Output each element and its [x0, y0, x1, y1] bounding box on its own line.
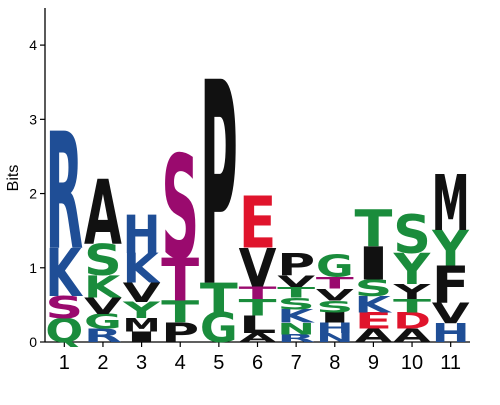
x-tick-label: 9	[368, 352, 379, 374]
logo-letter: E	[354, 308, 392, 334]
logo-letter: T	[239, 283, 277, 303]
logo-letter: A	[393, 325, 431, 346]
logo-letter: K	[84, 270, 122, 306]
logo-letter: T	[354, 199, 393, 258]
x-tick-label: 6	[252, 352, 263, 374]
logo-letter: R	[45, 100, 83, 287]
logo-letter: M	[432, 160, 470, 249]
logo-letter: S	[316, 298, 354, 317]
logo-letter: S	[84, 237, 122, 286]
logo-letter: G	[84, 310, 122, 333]
position-stack-5: GTP	[200, 24, 238, 352]
logo-letter: P	[161, 318, 199, 349]
logo-letter: K	[45, 236, 83, 312]
logo-letter: T	[161, 246, 199, 315]
x-tick-label: 8	[329, 352, 340, 374]
logo-letter: I	[123, 329, 161, 345]
logo-letter: S	[354, 275, 392, 301]
x-tick-label: 1	[59, 352, 70, 374]
logo-letter: D	[393, 309, 431, 335]
logo-letter: Y	[122, 298, 161, 324]
logo-letter: K	[277, 306, 315, 327]
logo-letter: T	[393, 295, 431, 316]
x-axis: 1 2 3 4 5 6 7 8 9 10 11	[45, 341, 470, 374]
logo-letter: V	[432, 298, 470, 331]
logo-letter: T	[277, 284, 315, 301]
logo-letter: Y	[393, 246, 432, 295]
y-tick-label: 0	[29, 334, 37, 350]
logo-letter: S	[161, 126, 199, 292]
logo-letter: V	[123, 278, 162, 308]
logo-letter: V	[84, 293, 123, 319]
logo-letter: H	[123, 204, 161, 266]
y-tick-label: 3	[29, 111, 37, 127]
logo-letter: T	[161, 294, 199, 330]
logo-letter: Q	[45, 313, 83, 351]
logo-letter: G	[200, 306, 238, 353]
x-tick-label: 3	[136, 352, 147, 374]
logo-letter: E	[239, 183, 277, 266]
logo-letter: L	[239, 311, 277, 339]
logo-letter: I	[354, 237, 392, 290]
logo-letter: A	[84, 162, 122, 266]
logo-letter: H	[432, 318, 470, 348]
logo-letter: T	[239, 295, 277, 321]
x-tick-label: 5	[213, 352, 224, 374]
x-tick-label: 7	[291, 352, 302, 374]
logo-letter: P	[200, 24, 238, 349]
logo-letter: P	[277, 248, 315, 283]
logo-letter: K	[123, 245, 161, 292]
logo-letter: R	[84, 325, 122, 346]
logo-letter: T	[200, 276, 238, 323]
x-tick-label: 2	[97, 352, 108, 374]
y-tick-label: 4	[29, 37, 37, 53]
logo-letter: S	[277, 295, 315, 314]
logo-letter: I	[316, 310, 354, 326]
logo-letter: K	[354, 292, 392, 318]
logo-letter: R	[277, 333, 315, 345]
logo-letter: Y	[431, 220, 470, 277]
logo-letter: N	[277, 320, 315, 339]
logo-letter: Y	[392, 280, 431, 304]
logo-letter: G	[316, 249, 354, 284]
y-axis: 0 1 2 3 4	[29, 8, 46, 350]
logo-letter: S	[45, 291, 83, 326]
x-tick-label: 4	[175, 352, 186, 374]
logo-letter: V	[277, 272, 316, 291]
logo-letter: A	[354, 325, 392, 346]
y-axis-label: Bits	[5, 165, 22, 192]
logo-letter: H	[316, 320, 354, 337]
logo-letter: A	[239, 331, 277, 345]
x-tick-label: 11	[440, 352, 461, 374]
y-tick-label: 1	[29, 260, 37, 276]
logo-letter: S	[393, 205, 431, 266]
logo-letter: V	[316, 285, 355, 304]
logo-letter: F	[432, 256, 470, 315]
x-tick-label: 10	[401, 352, 423, 374]
logo-letter: M	[123, 315, 161, 336]
logo-letter: T	[316, 273, 354, 292]
y-tick-label: 2	[29, 186, 37, 202]
logo-letter: N	[316, 331, 354, 345]
logo-letter: V	[239, 239, 277, 300]
